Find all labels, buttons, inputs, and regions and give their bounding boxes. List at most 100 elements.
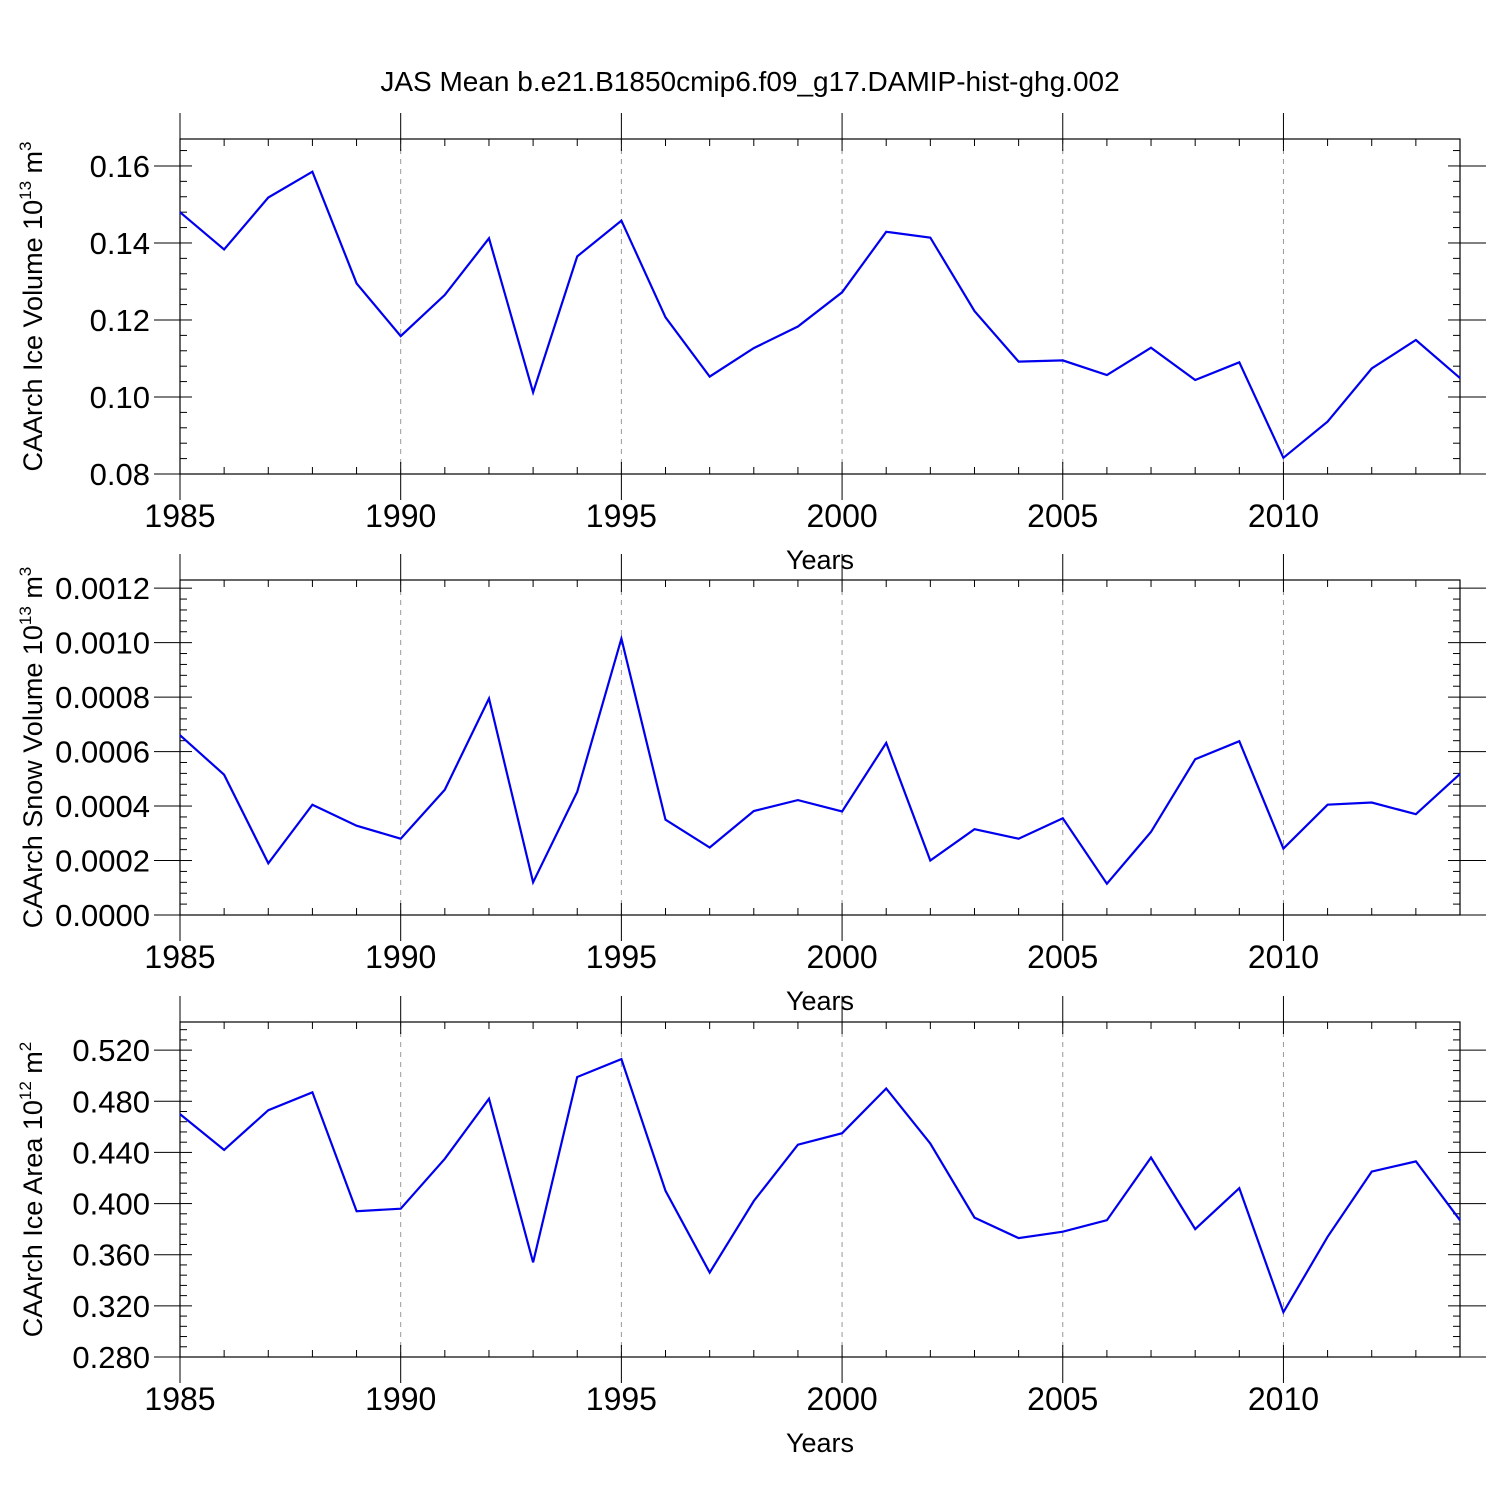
data-point bbox=[1281, 1310, 1285, 1314]
y-tick-label: 0.0006 bbox=[55, 735, 150, 770]
data-point bbox=[752, 1199, 756, 1203]
data-point bbox=[1414, 812, 1418, 816]
y-tick-label: 0.0002 bbox=[55, 844, 150, 879]
data-point bbox=[266, 1108, 270, 1112]
data-point bbox=[1149, 830, 1153, 834]
data-point bbox=[1061, 1230, 1065, 1234]
x-tick-label: 2005 bbox=[1027, 1381, 1098, 1417]
data-point bbox=[928, 1141, 932, 1145]
data-point bbox=[575, 254, 579, 258]
data-point bbox=[796, 1143, 800, 1147]
y-tick-label: 0.320 bbox=[72, 1289, 150, 1324]
y-tick-label: 0.480 bbox=[72, 1084, 150, 1119]
x-tick-label: 1990 bbox=[365, 1381, 436, 1417]
data-point bbox=[972, 309, 976, 313]
data-point bbox=[487, 1097, 491, 1101]
data-point bbox=[752, 346, 756, 350]
x-tick-label: 2000 bbox=[806, 939, 877, 975]
x-axis-title: Years bbox=[786, 1428, 854, 1458]
y-axis-title-unit: m bbox=[18, 1051, 48, 1081]
data-point bbox=[1061, 816, 1065, 820]
data-point bbox=[884, 230, 888, 234]
x-tick-label: 1985 bbox=[144, 498, 215, 534]
data-point bbox=[619, 637, 623, 641]
y-axis-title-unit-exponent: 2 bbox=[16, 1042, 35, 1051]
chart-panel-3: 0.280 0.320 0.360 0.400 0.440 0.480 0.520 1985 1… bbox=[16, 996, 1486, 1458]
data-point bbox=[355, 824, 359, 828]
data-point bbox=[1370, 1170, 1374, 1174]
chart-title: JAS Mean b.e21.B1850cmip6.f09_g17.DAMIP-… bbox=[380, 66, 1119, 97]
x-tick-label: 1990 bbox=[365, 939, 436, 975]
x-tick-label: 2005 bbox=[1027, 498, 1098, 534]
y-axis-title: CAArch Ice Area 1012 m2 bbox=[16, 1042, 48, 1338]
data-point bbox=[664, 315, 668, 319]
y-tick-label: 0.400 bbox=[72, 1187, 150, 1222]
data-point bbox=[1458, 772, 1462, 776]
y-axis-title: CAArch Ice Volume 1013 m3 bbox=[16, 141, 48, 471]
data-point bbox=[1061, 358, 1065, 362]
y-tick-label: 0.0008 bbox=[55, 680, 150, 715]
data-point bbox=[222, 248, 226, 252]
y-tick-label: 0.360 bbox=[72, 1238, 150, 1273]
x-tick-label: 2010 bbox=[1248, 498, 1319, 534]
data-point bbox=[708, 1271, 712, 1275]
data-point bbox=[266, 196, 270, 200]
data-point bbox=[664, 818, 668, 822]
data-point bbox=[178, 733, 182, 737]
data-point bbox=[531, 1260, 535, 1264]
series-line bbox=[179, 1057, 1461, 1315]
data-point bbox=[443, 788, 447, 792]
data-point bbox=[487, 236, 491, 240]
x-tick-label: 2000 bbox=[806, 498, 877, 534]
x-tick-label: 1990 bbox=[365, 498, 436, 534]
series-line bbox=[179, 634, 1461, 886]
data-point bbox=[1370, 366, 1374, 370]
y-tick-label: 0.280 bbox=[72, 1340, 150, 1375]
data-point bbox=[619, 219, 623, 223]
y-axis-title-exponent: 13 bbox=[16, 181, 35, 200]
y-tick-label: 0.520 bbox=[72, 1033, 150, 1068]
data-point bbox=[1149, 1156, 1153, 1160]
data-point bbox=[1237, 739, 1241, 743]
data-point bbox=[1414, 338, 1418, 342]
data-point bbox=[355, 281, 359, 285]
data-point bbox=[1458, 376, 1462, 380]
data-point bbox=[310, 803, 314, 807]
x-tick-label: 1985 bbox=[144, 939, 215, 975]
data-point bbox=[1017, 837, 1021, 841]
data-point bbox=[1414, 1159, 1418, 1163]
x-tick-label: 2010 bbox=[1248, 1381, 1319, 1417]
data-point bbox=[310, 1090, 314, 1094]
data-point bbox=[399, 1207, 403, 1211]
data-point bbox=[1326, 420, 1330, 424]
series-line bbox=[179, 170, 1461, 460]
x-tick-label: 2005 bbox=[1027, 939, 1098, 975]
y-tick-label: 0.12 bbox=[90, 303, 150, 338]
data-point bbox=[1326, 1235, 1330, 1239]
y-axis-title: CAArch Snow Volume 1013 m3 bbox=[16, 567, 48, 929]
data-point bbox=[1193, 378, 1197, 382]
data-point bbox=[1017, 360, 1021, 364]
data-point bbox=[1370, 801, 1374, 805]
y-axis-title-unit-exponent: 3 bbox=[16, 141, 35, 150]
data-point bbox=[487, 696, 491, 700]
data-point bbox=[178, 210, 182, 214]
y-tick-label: 0.16 bbox=[90, 149, 150, 184]
data-point bbox=[1193, 1227, 1197, 1231]
plot-frame bbox=[179, 579, 1461, 916]
data-point bbox=[1149, 346, 1153, 350]
y-axis-title-text: CAArch Ice Volume 10 bbox=[18, 200, 48, 472]
chart-panel-2: 0.0000 0.0002 0.0004 0.0006 0.0008 0.0010 0.00… bbox=[16, 554, 1486, 1016]
data-point bbox=[619, 1057, 623, 1061]
y-tick-label: 0.440 bbox=[72, 1135, 150, 1170]
data-point bbox=[1281, 456, 1285, 460]
y-axis-title-text: CAArch Ice Area 10 bbox=[18, 1100, 48, 1337]
data-point bbox=[222, 773, 226, 777]
data-point bbox=[928, 236, 932, 240]
x-tick-label: 1985 bbox=[144, 1381, 215, 1417]
data-point bbox=[1458, 1218, 1462, 1222]
y-axis-title-exponent: 13 bbox=[16, 606, 35, 625]
x-axis-title: Years bbox=[786, 986, 854, 1016]
data-point bbox=[840, 1131, 844, 1135]
